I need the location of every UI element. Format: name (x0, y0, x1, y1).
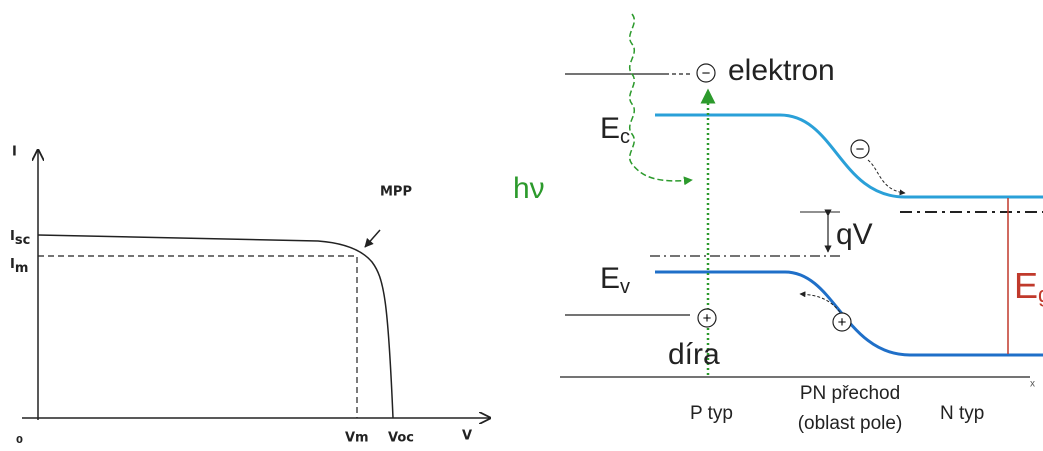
drift-electron-sign: − (856, 141, 865, 158)
p-type-label: P typ (690, 403, 733, 424)
isc-sub: sc (15, 233, 30, 248)
mpp-label: MPP (380, 185, 412, 200)
x-axis-label: V (462, 429, 472, 444)
eg-main: E (1014, 265, 1038, 306)
mpp-arrow (365, 230, 380, 247)
band-diagram: − + − + elektron díra hν qV Ec Ev Eg x P… (513, 14, 1043, 434)
mpp-guides (38, 256, 357, 418)
electron-label: elektron (728, 54, 835, 87)
electron-sign: − (702, 65, 711, 82)
origin-label: 0 (16, 435, 23, 446)
hole-sign: + (703, 310, 712, 327)
im-label: Im (10, 257, 28, 276)
figure: I Isc Im 0 Vm Voc V MPP − + − + elektron… (0, 0, 1043, 451)
y-axis-label: I (12, 145, 17, 160)
junction-label: PN přechod (800, 383, 900, 404)
iv-plot: I Isc Im 0 Vm Voc V MPP (10, 145, 490, 447)
drift-hole-sign: + (838, 314, 847, 331)
qv-label: qV (836, 218, 873, 251)
iv-curve (38, 235, 393, 418)
vm-label: Vm (345, 431, 369, 446)
ev-sub: v (620, 276, 630, 298)
voc-label: Voc (388, 431, 414, 446)
junction-note: (oblast pole) (798, 413, 903, 434)
ev-main: E (600, 262, 620, 295)
eg-label: Eg (1014, 265, 1043, 307)
conduction-band (655, 115, 1043, 197)
photon-label: hν (513, 172, 545, 205)
photon-wave (630, 14, 692, 181)
ec-main: E (600, 112, 620, 145)
isc-label: Isc (10, 229, 30, 248)
eg-sub: g (1038, 282, 1043, 307)
ev-label: Ev (600, 262, 630, 298)
x-axis-label: x (1030, 379, 1035, 390)
ec-label: Ec (600, 112, 630, 148)
hole-label: díra (668, 338, 720, 371)
im-sub: m (15, 261, 29, 276)
n-type-label: N typ (940, 403, 984, 424)
ec-sub: c (620, 126, 630, 148)
